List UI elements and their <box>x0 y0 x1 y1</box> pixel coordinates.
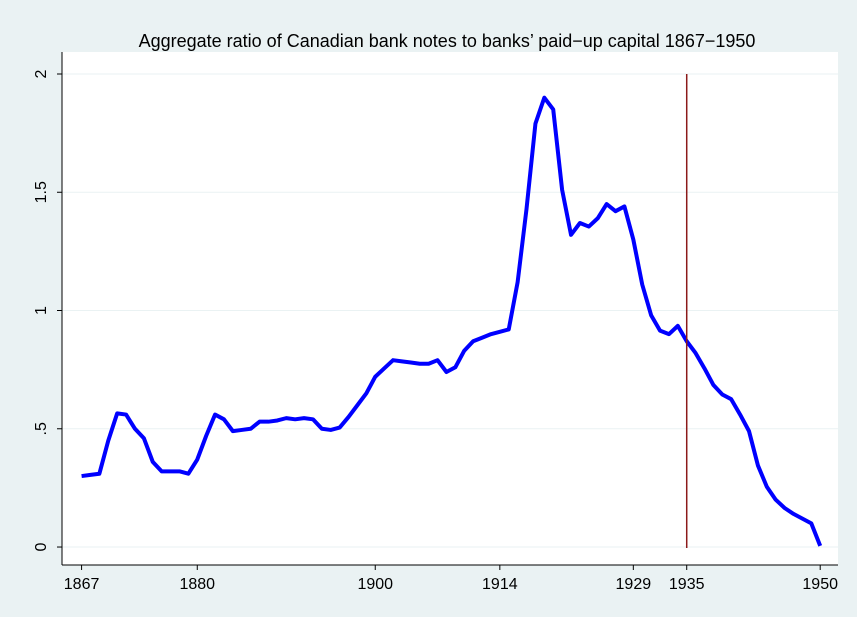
y-tick-label: 0 <box>33 542 50 551</box>
x-tick-label: 1929 <box>616 576 652 593</box>
x-tick-label: 1950 <box>802 576 838 593</box>
x-tick-label: 1935 <box>669 576 705 593</box>
y-tick-label: 1 <box>33 306 50 315</box>
y-tick-label: .5 <box>33 422 50 435</box>
y-tick-label: 1.5 <box>33 181 50 203</box>
y-tick-label: 2 <box>33 69 50 78</box>
x-tick-label: 1867 <box>64 576 100 593</box>
x-tick-label: 1914 <box>482 576 518 593</box>
plot-area <box>62 52 838 565</box>
x-tick-label: 1900 <box>357 576 393 593</box>
data-line <box>81 95 823 547</box>
x-tick-label: 1880 <box>179 576 215 593</box>
chart-title: Aggregate ratio of Canadian bank notes t… <box>139 31 756 51</box>
